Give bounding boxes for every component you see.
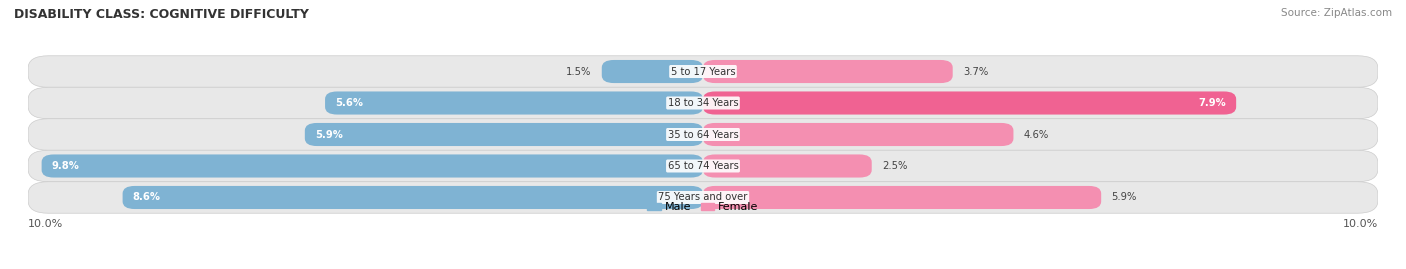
- FancyBboxPatch shape: [703, 60, 953, 83]
- Text: 3.7%: 3.7%: [963, 66, 988, 76]
- Text: 5.9%: 5.9%: [315, 129, 343, 140]
- FancyBboxPatch shape: [703, 154, 872, 178]
- Text: 5.9%: 5.9%: [1111, 193, 1136, 203]
- FancyBboxPatch shape: [703, 186, 1101, 209]
- Text: 2.5%: 2.5%: [882, 161, 907, 171]
- FancyBboxPatch shape: [703, 91, 1236, 115]
- Text: 7.9%: 7.9%: [1198, 98, 1226, 108]
- FancyBboxPatch shape: [703, 123, 1014, 146]
- FancyBboxPatch shape: [28, 119, 1378, 150]
- Text: 5 to 17 Years: 5 to 17 Years: [671, 66, 735, 76]
- Text: 4.6%: 4.6%: [1024, 129, 1049, 140]
- Text: 1.5%: 1.5%: [567, 66, 592, 76]
- FancyBboxPatch shape: [122, 186, 703, 209]
- Text: 10.0%: 10.0%: [1343, 219, 1378, 229]
- Text: 10.0%: 10.0%: [28, 219, 63, 229]
- Text: 65 to 74 Years: 65 to 74 Years: [668, 161, 738, 171]
- Text: 9.8%: 9.8%: [52, 161, 80, 171]
- FancyBboxPatch shape: [602, 60, 703, 83]
- FancyBboxPatch shape: [28, 150, 1378, 182]
- FancyBboxPatch shape: [305, 123, 703, 146]
- Text: 8.6%: 8.6%: [132, 193, 160, 203]
- Legend: Male, Female: Male, Female: [643, 198, 763, 217]
- Text: 35 to 64 Years: 35 to 64 Years: [668, 129, 738, 140]
- FancyBboxPatch shape: [42, 154, 703, 178]
- Text: Source: ZipAtlas.com: Source: ZipAtlas.com: [1281, 8, 1392, 18]
- Text: DISABILITY CLASS: COGNITIVE DIFFICULTY: DISABILITY CLASS: COGNITIVE DIFFICULTY: [14, 8, 309, 21]
- FancyBboxPatch shape: [28, 182, 1378, 213]
- FancyBboxPatch shape: [325, 91, 703, 115]
- Text: 18 to 34 Years: 18 to 34 Years: [668, 98, 738, 108]
- Text: 5.6%: 5.6%: [335, 98, 363, 108]
- Text: 75 Years and over: 75 Years and over: [658, 193, 748, 203]
- FancyBboxPatch shape: [28, 87, 1378, 119]
- FancyBboxPatch shape: [28, 56, 1378, 87]
